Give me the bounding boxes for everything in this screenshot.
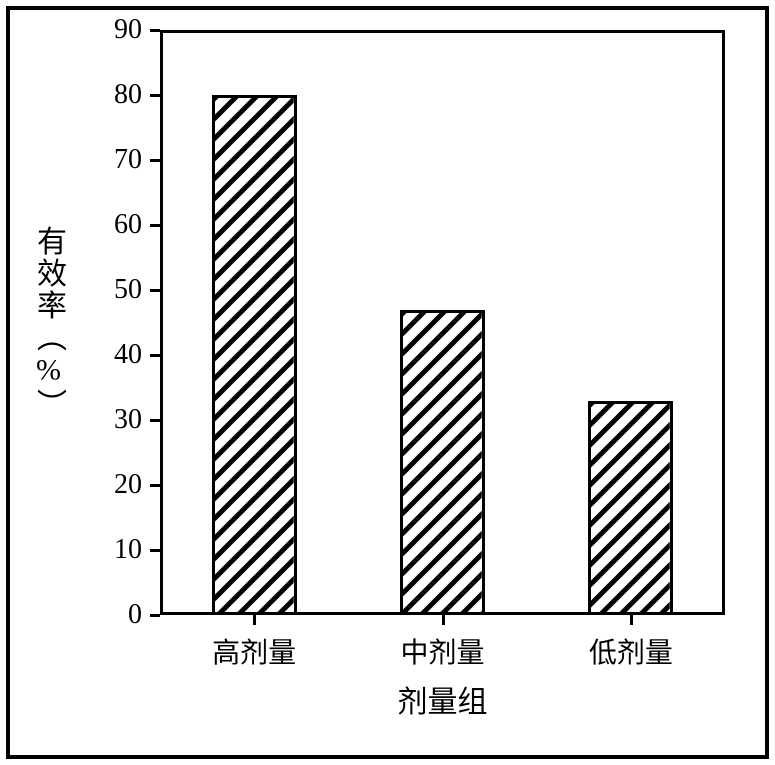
y-tick [150,419,160,422]
y-tick [150,354,160,357]
y-tick-label: 40 [92,339,142,371]
y-axis-line [160,30,163,615]
y-tick [150,94,160,97]
y-tick [150,614,160,617]
y-tick-label: 0 [92,599,142,631]
y-tick-label: 80 [92,79,142,111]
bar [400,310,485,616]
x-tick-label: 高剂量 [212,631,296,671]
y-axis-title: 有效率（%） [26,225,70,420]
chart-container: 有效率（%） 剂量组 0 10 20 30 40 50 60 70 80 90 高剂量 中剂量 低剂量 [0,0,775,765]
y-tick-label: 50 [92,274,142,306]
y-tick [150,159,160,162]
y-tick [150,29,160,32]
y-tick [150,484,160,487]
y-tick-label: 30 [92,404,142,436]
y-tick [150,224,160,227]
y-tick-label: 90 [92,14,142,46]
y-tick-label: 10 [92,534,142,566]
y-tick-label: 70 [92,144,142,176]
x-tick [253,615,256,625]
x-tick [630,615,633,625]
x-tick-label: 低剂量 [589,631,673,671]
bar [588,401,673,616]
y-tick [150,549,160,552]
y-tick-label: 60 [92,209,142,241]
x-axis-title: 剂量组 [398,677,488,721]
x-tick [442,615,445,625]
bar [212,95,297,615]
y-tick-label: 20 [92,469,142,501]
x-tick-label: 中剂量 [400,631,484,671]
y-tick [150,289,160,292]
